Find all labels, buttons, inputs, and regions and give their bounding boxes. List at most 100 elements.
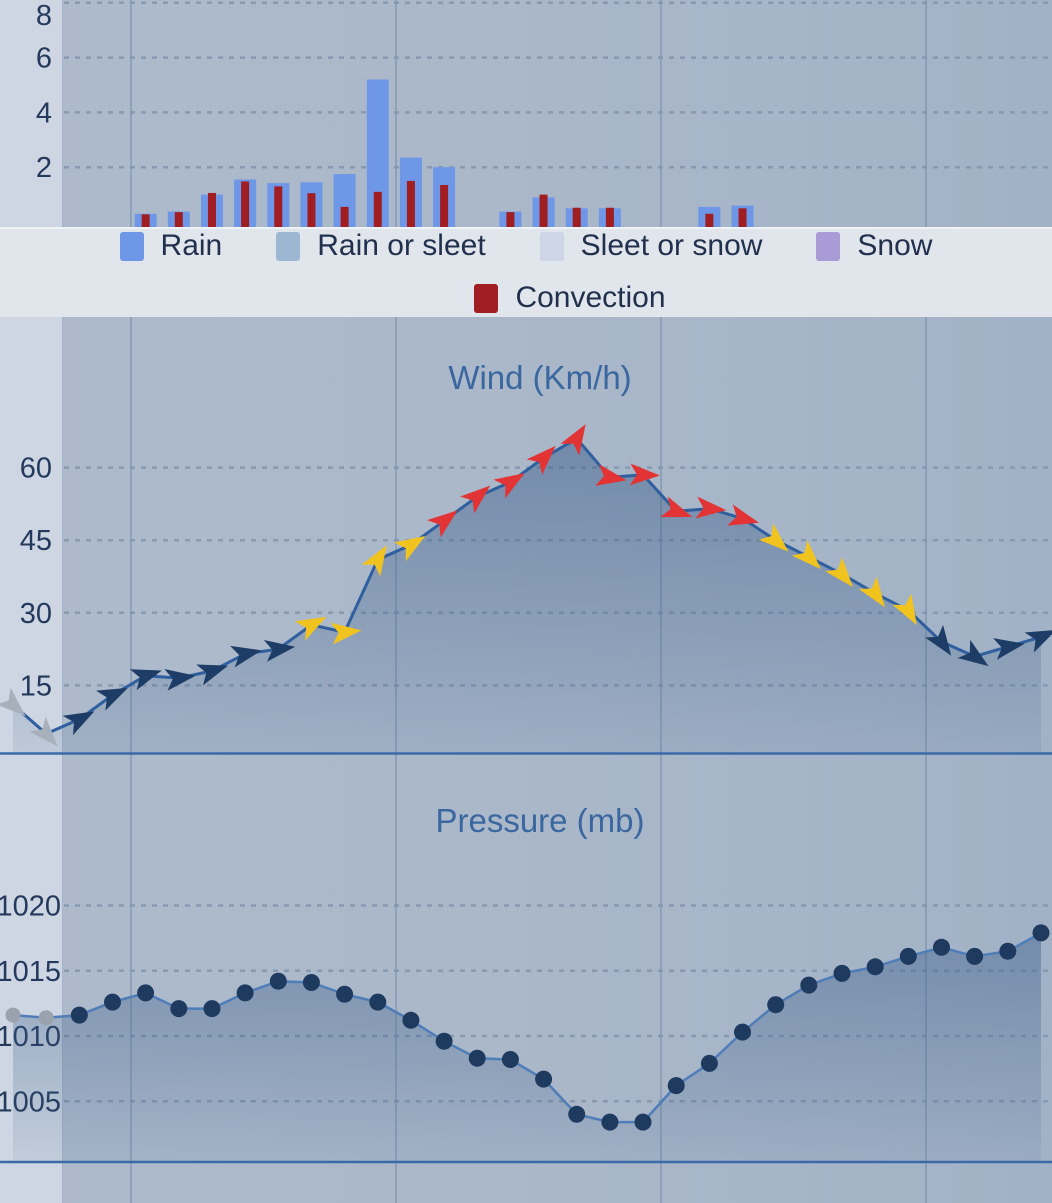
wind-direction-arrow-icon xyxy=(0,687,26,717)
wind-chart: 15 30 45 60 xyxy=(0,424,1052,755)
wind-direction-arrow-icon xyxy=(29,716,58,747)
pressure-point xyxy=(269,972,287,990)
sleet-or-snow-swatch-icon xyxy=(539,231,564,261)
legend-item-convection: Convection xyxy=(474,281,666,314)
snow-swatch-icon xyxy=(816,231,841,261)
pressure-point xyxy=(800,976,818,994)
y-tick-label: 1020 xyxy=(0,891,61,923)
convection-bar xyxy=(274,186,283,227)
y-tick-label: 45 xyxy=(20,525,52,557)
pressure-point xyxy=(667,1077,685,1095)
pressure-point xyxy=(899,947,917,965)
wind-direction-arrow-icon xyxy=(825,557,853,588)
y-tick-label: 4 xyxy=(36,97,52,129)
pressure-point xyxy=(435,1032,453,1050)
pressure-point xyxy=(203,1000,221,1018)
pressure-point xyxy=(302,974,320,991)
wind-direction-arrow-icon xyxy=(957,639,989,667)
wind-direction-arrow-icon xyxy=(96,687,128,711)
pressure-point xyxy=(933,938,950,956)
pressure-chart: 1005101010151020 xyxy=(0,891,1052,1164)
pressure-point xyxy=(336,985,354,1003)
legend-label: Rain xyxy=(160,229,223,262)
pressure-point xyxy=(104,993,121,1011)
pressure-point xyxy=(535,1070,553,1088)
wind-direction-arrow-icon xyxy=(858,576,885,608)
wind-direction-arrow-icon xyxy=(727,504,759,526)
wind-direction-arrow-icon xyxy=(460,485,491,514)
pressure-point xyxy=(236,984,254,1002)
convection-bar xyxy=(241,181,250,227)
convection-bar xyxy=(605,207,614,227)
legend-row-2: Convection xyxy=(0,283,1052,313)
convection-bar xyxy=(207,192,216,227)
pressure-point xyxy=(568,1105,586,1123)
pressure-point xyxy=(601,1113,619,1131)
legend-label: Snow xyxy=(857,229,933,262)
pressure-title: Pressure (mb) xyxy=(435,802,644,839)
pressure-point xyxy=(5,1007,21,1023)
wind-title: Wind (Km/h) xyxy=(448,359,631,396)
precipitation-legend: Rain Rain or sleet Sleet or snow Snow Conve… xyxy=(0,227,1052,317)
convection-bar xyxy=(705,213,714,227)
rain-bar xyxy=(333,174,356,227)
pressure-point xyxy=(999,942,1017,960)
wind-direction-arrow-icon xyxy=(925,624,952,656)
wind-direction-arrow-icon xyxy=(196,664,229,686)
day-gridline xyxy=(925,317,927,1203)
legend-item-snow: Snow xyxy=(816,231,932,261)
convection-bar xyxy=(406,180,415,227)
y-axis-gutter xyxy=(0,0,63,1203)
legend-row-1: Rain Rain or sleet Sleet or snow Snow xyxy=(0,231,1052,261)
wind-direction-arrow-icon xyxy=(427,510,458,538)
legend-item-rain-or-sleet: Rain or sleet xyxy=(276,231,486,261)
wind-direction-arrow-icon xyxy=(263,640,296,662)
convection-bar xyxy=(340,206,349,227)
rain-swatch-icon xyxy=(119,231,144,261)
wind-direction-arrow-icon xyxy=(129,669,162,691)
pressure-point xyxy=(966,947,984,965)
y-tick-label: 6 xyxy=(36,43,52,75)
wind-direction-arrow-icon xyxy=(230,645,262,668)
wind-area xyxy=(13,438,1041,754)
pressure-point xyxy=(402,1011,420,1029)
pressure-point xyxy=(767,996,785,1014)
convection-bar xyxy=(373,191,382,227)
pressure-point xyxy=(170,1000,188,1018)
day-gridline xyxy=(660,317,662,1203)
y-tick-label: 30 xyxy=(20,598,52,630)
convection-bar xyxy=(141,214,150,227)
precipitation-chart: 2 4 6 8 xyxy=(36,0,1052,228)
wind-direction-arrow-icon xyxy=(330,622,362,645)
wind-direction-arrow-icon xyxy=(595,464,627,486)
wind-direction-arrow-icon xyxy=(394,535,426,562)
convection-swatch-icon xyxy=(474,283,499,313)
wind-direction-arrow-icon xyxy=(62,711,95,736)
convection-bar xyxy=(440,185,449,227)
wind-direction-arrow-icon xyxy=(526,445,556,475)
y-tick-label: 8 xyxy=(36,0,52,32)
wind-direction-arrow-icon xyxy=(361,545,387,577)
convection-bar xyxy=(539,194,548,227)
pressure-point xyxy=(700,1054,718,1072)
y-tick-label: 15 xyxy=(20,670,52,702)
convection-bar xyxy=(174,212,183,227)
rain-or-sleet-swatch-icon xyxy=(276,231,301,261)
convection-bar xyxy=(738,208,747,227)
rain-bar xyxy=(366,79,389,228)
wind-direction-arrow-icon xyxy=(660,496,693,518)
wind-direction-arrow-icon xyxy=(560,424,586,456)
wind-direction-arrow-icon xyxy=(695,496,727,519)
legend-label: Convection xyxy=(515,281,666,314)
pressure-point xyxy=(70,1006,88,1024)
wind-direction-arrow-icon xyxy=(164,669,196,691)
wind-direction-arrow-icon xyxy=(993,638,1025,660)
pressure-point xyxy=(468,1049,486,1067)
pressure-point xyxy=(833,964,851,982)
convection-bar xyxy=(572,207,581,227)
legend-item-sleet-or-snow: Sleet or snow xyxy=(539,231,762,261)
pressure-area xyxy=(13,932,1041,1162)
wind-direction-arrow-icon xyxy=(1024,629,1052,653)
